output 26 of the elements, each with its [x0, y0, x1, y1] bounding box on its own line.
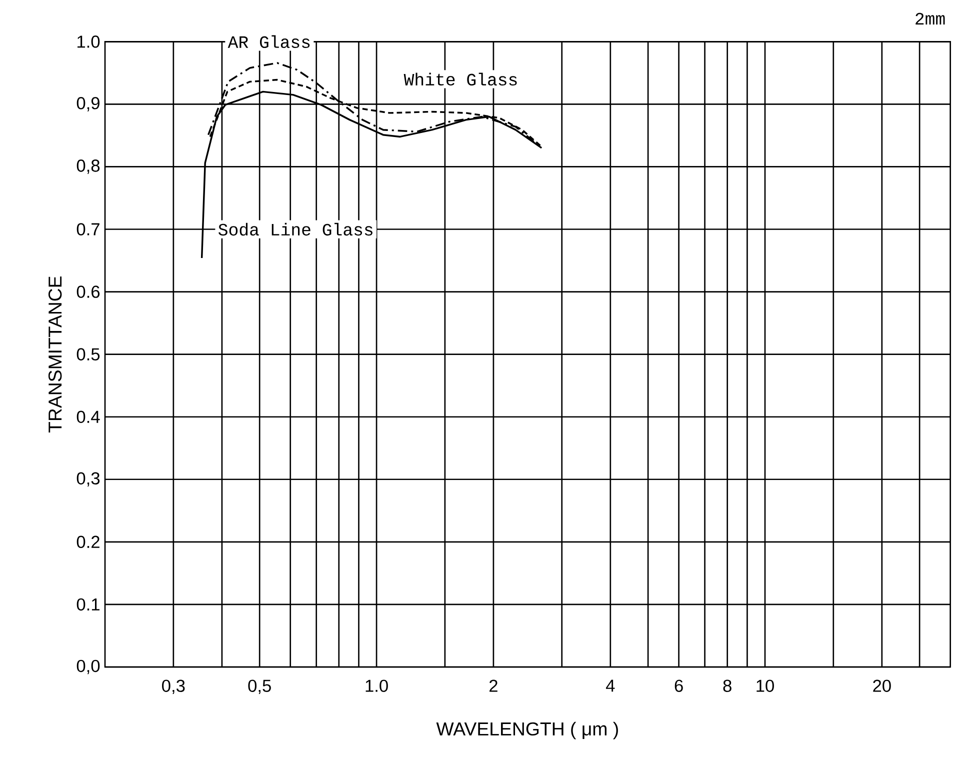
y-axis-title: TRANSMITTANCE — [48, 276, 62, 433]
y-tick-label: 0,8 — [76, 160, 100, 174]
text: 2mm — [916, 12, 945, 24]
x-tick-label: 0,5 — [248, 680, 271, 694]
y-tick-label: 0.6 — [76, 286, 100, 298]
x-tick-label: 0,3 — [162, 680, 185, 694]
series-label: AR Glass — [228, 35, 310, 48]
y-tick-label: 0,9 — [76, 97, 100, 112]
x-tick-label: 4 — [606, 680, 615, 692]
y-tick-label: 0.4 — [76, 410, 100, 423]
x-tick-label: 8 — [723, 680, 732, 692]
x-tick-label: 10 — [756, 680, 774, 692]
y-tick-label: 0.2 — [76, 536, 100, 548]
x-tick-label: 6 — [674, 680, 683, 692]
y-tick-label: 0.5 — [76, 348, 100, 360]
series-label: Soda Line Glass — [218, 222, 372, 236]
y-tick-label: 0,3 — [76, 472, 100, 487]
x-tick-label: 2 — [490, 680, 498, 692]
x-tick-label: 20 — [873, 680, 891, 692]
series-label: White Glass — [404, 72, 517, 86]
y-tick-label: 0.1 — [76, 598, 100, 611]
x-tick-label: 1.0 — [366, 680, 388, 692]
y-tick-label: 1.0 — [78, 36, 100, 48]
x-axis-title: WAVELENGTH ( μm ) — [436, 722, 618, 740]
y-tick-label: 0.7 — [76, 223, 100, 236]
y-tick-label: 0,0 — [76, 660, 100, 674]
